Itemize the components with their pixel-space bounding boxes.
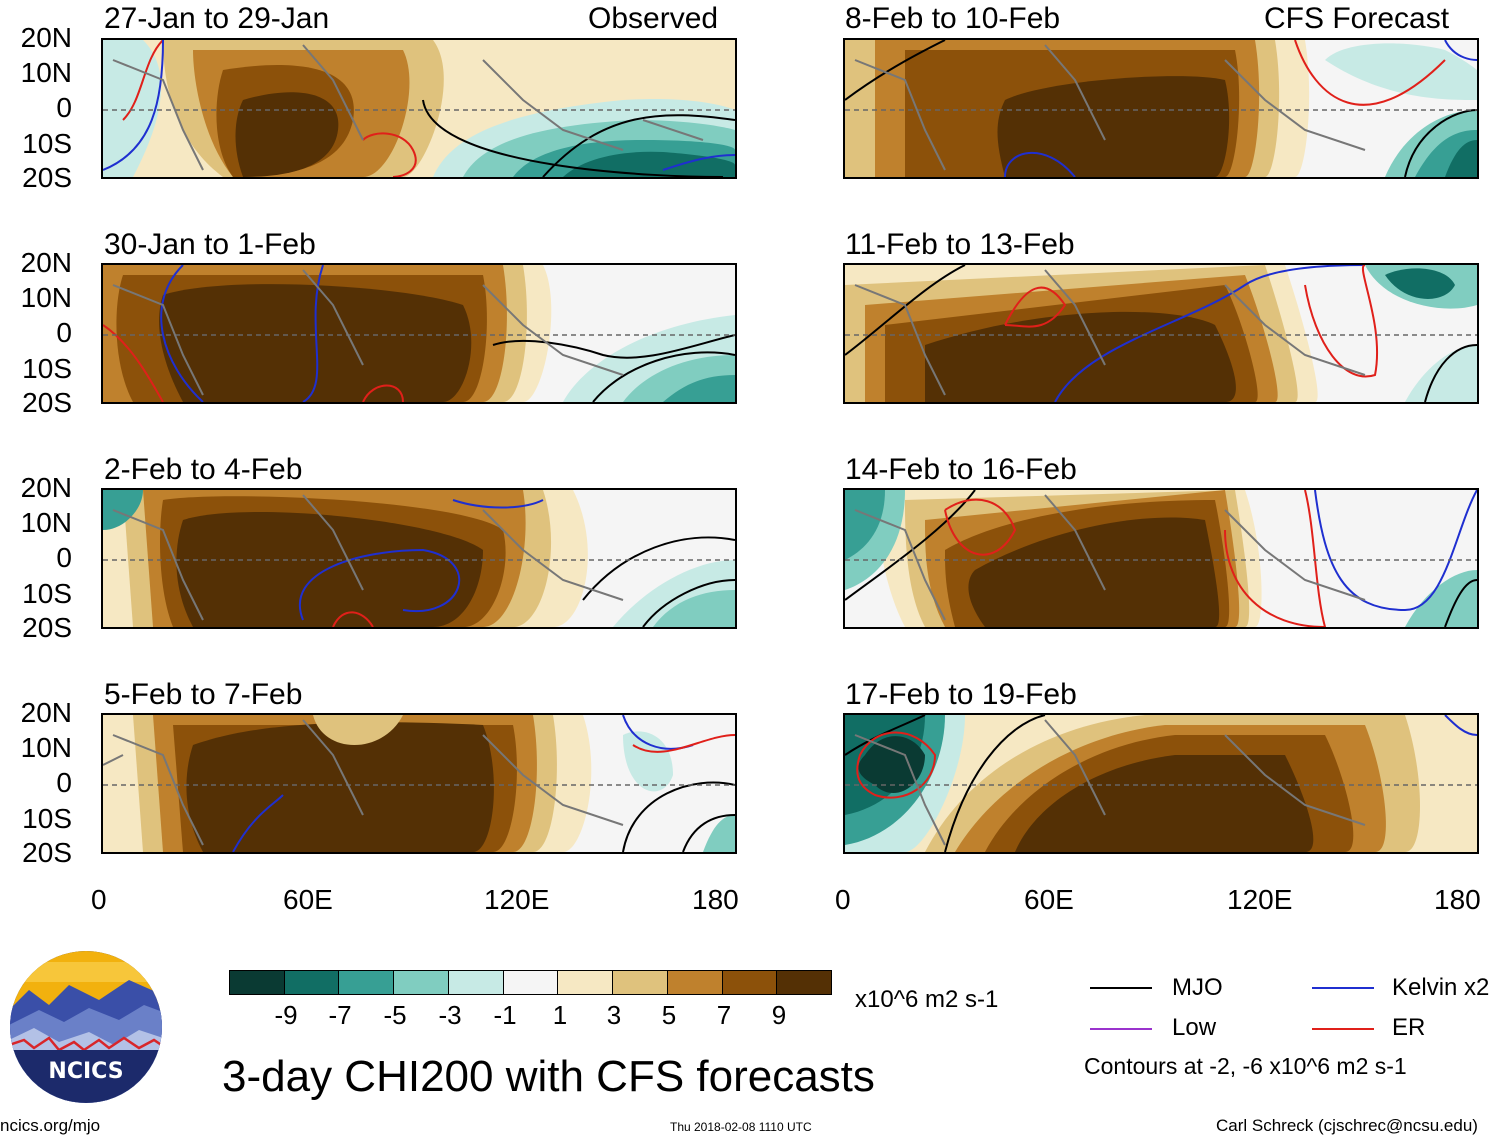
colorbar-segment	[667, 971, 723, 994]
ncics-logo: NCICS	[9, 950, 163, 1104]
legend-low-line	[1090, 1028, 1152, 1030]
lat-label: 0	[56, 767, 72, 798]
lat-label: 20N	[20, 247, 72, 278]
lat-label: 10S	[22, 578, 72, 609]
lat-label: 0	[56, 92, 72, 123]
colorbar-segment	[230, 971, 285, 994]
colorbar-label: 7	[716, 1000, 732, 1030]
lat-label: 0	[56, 317, 72, 348]
legend-mjo-label: MJO	[1172, 974, 1223, 1001]
legend-er-line	[1312, 1028, 1374, 1030]
colorbar-segment	[722, 971, 778, 994]
panel-title: 2-Feb to 4-Feb	[104, 453, 303, 486]
main-title: 3-day CHI200 with CFS forecasts	[222, 1052, 875, 1101]
colorbar-label: 5	[661, 1000, 677, 1030]
colorbar-label: -5	[383, 1000, 407, 1030]
lat-label: 10S	[22, 803, 72, 834]
lat-label: 10N	[20, 282, 72, 313]
lat-label: 20S	[22, 387, 72, 418]
lat-label: 10N	[20, 57, 72, 88]
colorbar-segment	[503, 971, 559, 994]
colorbar-label: 9	[771, 1000, 787, 1030]
map-panel	[101, 713, 737, 854]
footer-url: ncics.org/mjo	[0, 1116, 101, 1135]
lon-label: 180	[1434, 884, 1481, 915]
forecast-tag: CFS Forecast	[1264, 2, 1450, 35]
lat-label: 20S	[22, 612, 72, 643]
panel-title: 8-Feb to 10-Feb	[845, 2, 1061, 35]
lon-label: 120E	[1227, 884, 1293, 915]
map-panel	[843, 38, 1479, 179]
lon-label: 180	[692, 884, 739, 915]
map-panel	[101, 38, 737, 179]
footer-timestamp: Thu 2018-02-08 1110 UTC	[670, 1120, 812, 1134]
lat-label: 20N	[20, 697, 72, 728]
panel-title: 17-Feb to 19-Feb	[845, 678, 1077, 711]
lon-label: 0	[835, 884, 851, 915]
colorbar-label: 1	[552, 1000, 568, 1030]
colorbar-segment	[613, 971, 668, 994]
lat-label: 10S	[22, 128, 72, 159]
panel-title: 27-Jan to 29-Jan	[104, 2, 330, 35]
lat-label: 20S	[22, 162, 72, 193]
legend-er-label: ER	[1392, 1014, 1426, 1041]
legend-low-label: Low	[1172, 1014, 1217, 1041]
colorbar-label: -1	[493, 1000, 517, 1030]
lat-label: 10N	[20, 507, 72, 538]
contours-note: Contours at -2, -6 x10^6 m2 s-1	[1084, 1053, 1407, 1079]
lat-label: 20N	[20, 472, 72, 503]
map-panel	[843, 263, 1479, 404]
map-panel	[843, 713, 1479, 854]
lon-label: 60E	[1024, 884, 1074, 915]
lat-label: 0	[56, 542, 72, 573]
panel-title: 30-Jan to 1-Feb	[104, 228, 316, 261]
legend-kelvin-label: Kelvin x2	[1392, 974, 1490, 1001]
lon-label: 0	[91, 884, 107, 915]
colorbar-segment	[339, 971, 395, 994]
observed-tag: Observed	[588, 2, 719, 35]
colorbar-units: x10^6 m2 s-1	[855, 986, 999, 1013]
logo-text: NCICS	[48, 1059, 123, 1084]
footer-credit: Carl Schreck (cjschrec@ncsu.edu)	[1216, 1116, 1478, 1135]
colorbar-segment	[394, 971, 449, 994]
lat-label: 20N	[20, 22, 72, 53]
lon-label: 120E	[484, 884, 550, 915]
panel-title: 5-Feb to 7-Feb	[104, 678, 303, 711]
legend-kelvin-line	[1312, 987, 1374, 989]
map-panel	[101, 488, 737, 629]
colorbar-segment	[448, 971, 504, 994]
colorbar-label: -3	[438, 1000, 462, 1030]
map-panel	[843, 488, 1479, 629]
legend-mjo-line	[1090, 987, 1152, 989]
lat-label: 10S	[22, 353, 72, 384]
lat-label: 20S	[22, 837, 72, 868]
colorbar-label: -9	[274, 1000, 298, 1030]
map-panel	[101, 263, 737, 404]
colorbar-segment	[558, 971, 614, 994]
panel-title: 14-Feb to 16-Feb	[845, 453, 1077, 486]
lat-label: 10N	[20, 732, 72, 763]
colorbar-segment	[777, 971, 832, 994]
colorbar-label: 3	[606, 1000, 622, 1030]
colorbar	[229, 970, 832, 995]
colorbar-segment	[284, 971, 340, 994]
panel-title: 11-Feb to 13-Feb	[845, 228, 1075, 261]
colorbar-label: -7	[328, 1000, 352, 1030]
lon-label: 60E	[283, 884, 333, 915]
